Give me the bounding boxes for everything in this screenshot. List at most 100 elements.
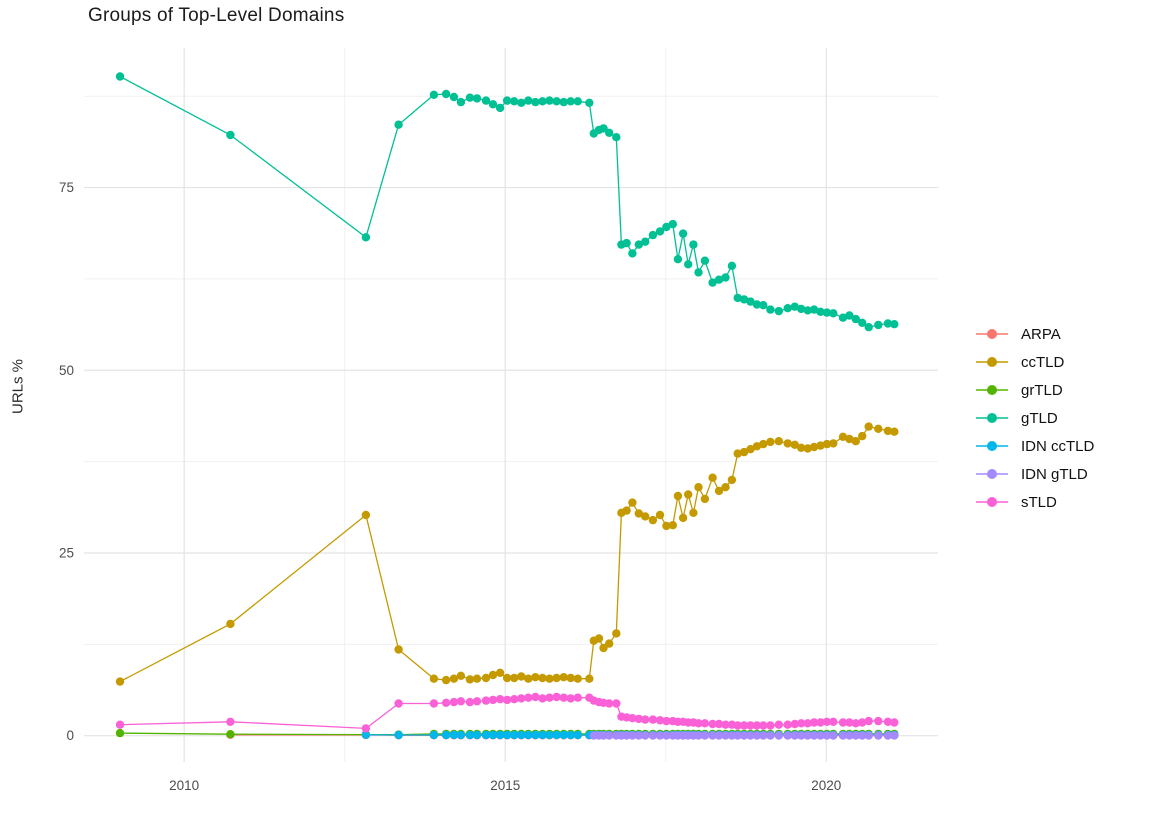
legend-item-gtld: gTLD <box>976 404 1094 432</box>
data-point <box>809 731 819 740</box>
data-point <box>648 230 658 240</box>
data-point <box>488 100 498 109</box>
data-point <box>648 731 658 740</box>
data-point <box>502 730 512 740</box>
data-point <box>641 512 650 521</box>
data-point <box>766 437 775 447</box>
data-point <box>684 490 693 499</box>
data-point <box>472 697 482 706</box>
data-point <box>874 320 883 330</box>
data-point <box>845 311 854 320</box>
data-point <box>708 278 717 287</box>
data-point <box>573 97 582 106</box>
data-point <box>361 724 371 733</box>
data-point <box>502 695 512 705</box>
data-point <box>766 721 775 730</box>
data-point <box>739 721 749 730</box>
data-point <box>838 313 848 322</box>
data-point <box>783 439 792 448</box>
series-gtld <box>115 72 899 332</box>
data-point <box>668 219 677 229</box>
data-point <box>655 716 665 725</box>
data-point <box>641 237 650 246</box>
data-point <box>465 730 475 740</box>
data-point <box>538 97 547 106</box>
data-point <box>752 721 762 730</box>
data-point <box>441 730 451 740</box>
data-point <box>517 98 526 108</box>
data-point <box>510 730 519 740</box>
data-point <box>634 509 643 518</box>
data-point <box>472 674 482 683</box>
data-point <box>605 731 614 740</box>
data-point <box>858 318 867 327</box>
legend-key-icon <box>976 494 1008 510</box>
data-point <box>662 716 671 726</box>
data-point <box>429 730 439 740</box>
legend-label: grTLD <box>1021 381 1063 399</box>
data-point <box>829 309 838 318</box>
data-point <box>559 673 568 682</box>
data-point <box>429 699 439 708</box>
data-point <box>481 696 491 705</box>
data-point <box>851 437 860 446</box>
data-point <box>495 103 505 113</box>
data-point <box>759 731 768 740</box>
data-point <box>890 427 899 436</box>
data-point <box>510 97 519 106</box>
data-point <box>605 639 614 648</box>
data-point <box>594 634 604 643</box>
legend-dot-icon <box>987 413 997 423</box>
data-point <box>361 510 371 520</box>
data-point <box>809 305 819 314</box>
data-point <box>628 714 637 723</box>
data-point <box>883 426 893 436</box>
data-point <box>689 508 698 517</box>
data-point <box>488 670 498 680</box>
data-point <box>845 434 854 444</box>
data-point <box>774 720 783 729</box>
data-point <box>662 731 671 740</box>
data-point <box>559 693 568 702</box>
data-point <box>524 693 533 702</box>
series-line <box>119 425 895 683</box>
data-point <box>599 124 608 133</box>
data-point <box>472 730 482 740</box>
data-point <box>708 719 717 729</box>
data-point <box>115 728 125 738</box>
data-point <box>502 673 512 683</box>
data-point <box>673 255 683 264</box>
data-point <box>733 293 742 303</box>
data-point <box>531 97 540 107</box>
data-point <box>226 717 235 726</box>
data-point <box>714 731 724 740</box>
data-point <box>361 233 371 242</box>
legend-label: gTLD <box>1021 409 1058 427</box>
data-point <box>883 319 893 328</box>
y-tick-label: 75 <box>59 180 74 195</box>
data-point <box>714 486 724 496</box>
data-point <box>585 98 594 108</box>
data-point <box>783 720 792 729</box>
data-point <box>845 731 854 740</box>
data-point <box>694 731 703 740</box>
y-tick-label: 25 <box>59 545 74 560</box>
data-point <box>678 229 688 238</box>
data-point <box>668 521 677 530</box>
data-point <box>864 716 873 726</box>
data-point <box>790 719 799 729</box>
data-point <box>721 483 730 492</box>
data-point <box>714 275 724 284</box>
data-point <box>890 731 899 740</box>
data-point <box>573 730 582 740</box>
x-tick-label: 2015 <box>490 778 520 793</box>
data-point <box>465 93 475 102</box>
data-point <box>465 697 475 707</box>
data-point <box>502 96 512 105</box>
data-point <box>628 249 637 258</box>
data-point <box>559 730 568 740</box>
data-point <box>115 720 125 729</box>
data-point <box>752 442 762 451</box>
legend-label: ccTLD <box>1021 353 1065 371</box>
